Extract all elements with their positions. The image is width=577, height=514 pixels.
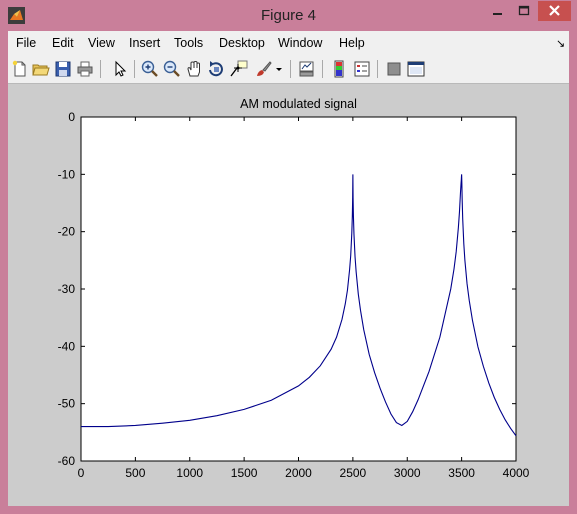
menu-help[interactable]: Help bbox=[339, 36, 365, 50]
legend-icon[interactable] bbox=[352, 59, 372, 79]
menu-file[interactable]: File bbox=[16, 36, 37, 50]
show-plot-tools-icon[interactable] bbox=[406, 59, 426, 79]
colorbar-icon[interactable] bbox=[329, 59, 349, 79]
maximize-button[interactable] bbox=[511, 1, 537, 21]
x-tick-label: 2000 bbox=[285, 466, 312, 480]
menu-window[interactable]: Window bbox=[278, 36, 323, 50]
pan-icon[interactable] bbox=[184, 59, 204, 79]
dropdown-arrow-icon[interactable] bbox=[274, 59, 284, 79]
axes-title: AM modulated signal bbox=[240, 97, 357, 111]
rotate-3d-icon[interactable] bbox=[206, 59, 226, 79]
figure-client: File Edit View Insert Tools Desktop Wind… bbox=[8, 31, 569, 506]
x-tick-label: 500 bbox=[125, 466, 145, 480]
save-icon[interactable] bbox=[53, 59, 73, 79]
pointer-icon[interactable] bbox=[109, 59, 129, 79]
x-tick-label: 2500 bbox=[340, 466, 367, 480]
zoom-out-icon[interactable] bbox=[162, 59, 182, 79]
y-tick-label: -60 bbox=[58, 454, 76, 468]
hide-plot-tools-icon[interactable] bbox=[384, 59, 404, 79]
dock-arrow-icon[interactable]: ↘ bbox=[556, 38, 566, 50]
y-tick-label: -50 bbox=[58, 397, 76, 411]
axes-box[interactable] bbox=[80, 116, 517, 462]
toolbar-separator bbox=[322, 60, 323, 78]
link-plot-icon[interactable] bbox=[297, 59, 317, 79]
x-tick-label: 4000 bbox=[503, 466, 530, 480]
minimize-button[interactable] bbox=[484, 1, 510, 21]
menu-tools[interactable]: Tools bbox=[174, 36, 204, 50]
x-tick-label: 1000 bbox=[176, 466, 203, 480]
toolbar-separator bbox=[290, 60, 291, 78]
y-tick-label: 0 bbox=[68, 110, 75, 124]
menu-edit[interactable]: Edit bbox=[52, 36, 74, 50]
plot-svg[interactable]: 0 500 1000 1500 2000 2500 3000 3500 4000 0 -10 -20 -… bbox=[8, 84, 569, 506]
brush-icon[interactable] bbox=[254, 59, 274, 79]
window-title: Figure 4 bbox=[260, 7, 317, 24]
toolbar bbox=[8, 55, 569, 84]
x-tick-label: 3500 bbox=[448, 466, 475, 480]
signal-line bbox=[81, 174, 517, 437]
toolbar-separator bbox=[100, 60, 101, 78]
title-bar[interactable]: Figure 4 bbox=[0, 0, 577, 32]
y-tick-label: -10 bbox=[58, 167, 76, 181]
menu-view[interactable]: View bbox=[88, 36, 115, 50]
y-tick-label: -40 bbox=[58, 339, 76, 353]
x-tick-label: 1500 bbox=[231, 466, 258, 480]
data-cursor-icon[interactable] bbox=[229, 59, 249, 79]
print-icon[interactable] bbox=[75, 59, 95, 79]
y-tick-label: -20 bbox=[58, 225, 76, 239]
x-tick-label: 0 bbox=[78, 466, 85, 480]
new-figure-icon[interactable] bbox=[10, 59, 30, 79]
matlab-icon[interactable] bbox=[8, 7, 25, 24]
toolbar-separator bbox=[377, 60, 378, 78]
menu-desktop[interactable]: Desktop bbox=[219, 36, 265, 50]
menu-insert[interactable]: Insert bbox=[129, 36, 161, 50]
y-tick-label: -30 bbox=[58, 282, 76, 296]
close-button[interactable] bbox=[538, 1, 571, 21]
open-file-icon[interactable] bbox=[31, 59, 51, 79]
zoom-in-icon[interactable] bbox=[140, 59, 160, 79]
x-tick-label: 3000 bbox=[394, 466, 421, 480]
figure-canvas: AM modulated signal 0 500 1000 1500 2000 2500… bbox=[8, 84, 569, 506]
toolbar-separator bbox=[134, 60, 135, 78]
menu-bar: File Edit View Insert Tools Desktop Wind… bbox=[8, 31, 569, 55]
